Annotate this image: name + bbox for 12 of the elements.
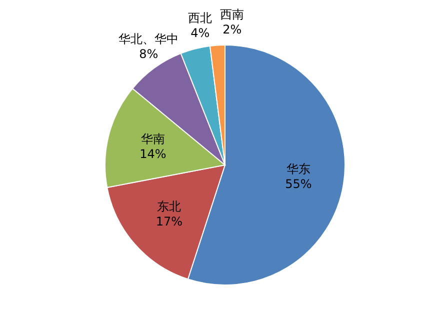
data-label: 55%: [285, 177, 312, 192]
data-label: 4%: [190, 26, 210, 40]
data-label: 2%: [222, 22, 242, 36]
data-label: 14%: [140, 146, 166, 161]
slice-label: 西北: [188, 11, 212, 26]
slice-label: 华东: [286, 162, 310, 176]
slice-label: 华北、华中: [118, 32, 179, 46]
data-label: 17%: [156, 214, 183, 229]
slice-label: 西南: [220, 7, 244, 22]
data-label: 8%: [139, 46, 158, 61]
slice-label: 东北: [157, 200, 182, 214]
slice-label: 华南: [140, 132, 165, 146]
